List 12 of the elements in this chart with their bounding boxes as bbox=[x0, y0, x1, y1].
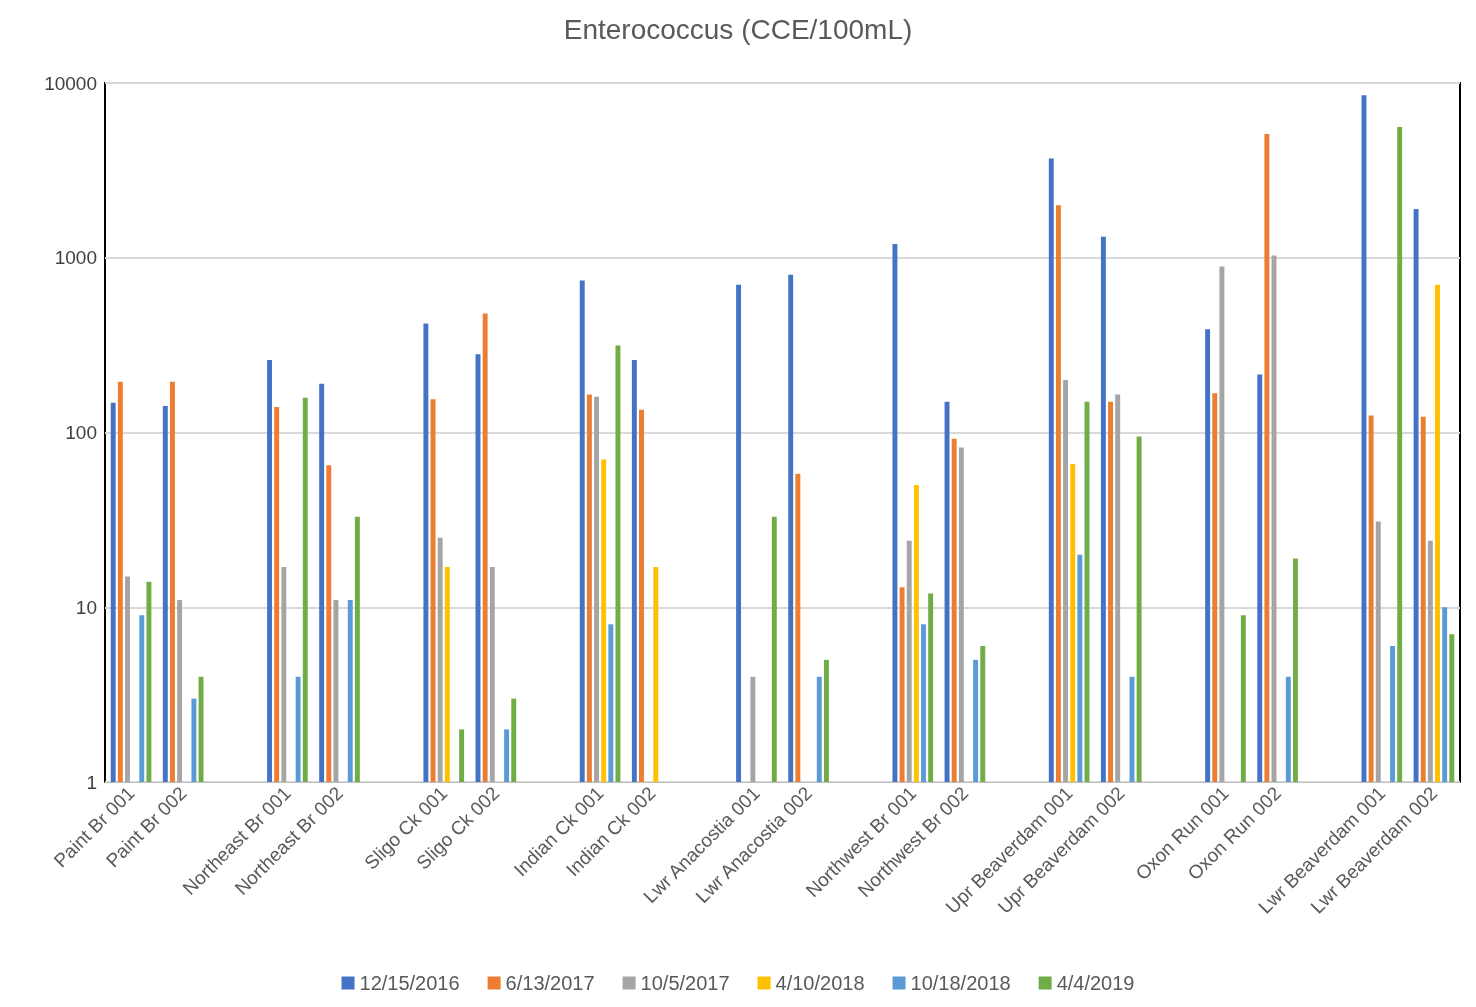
y-tick-label: 10000 bbox=[44, 72, 97, 94]
chart-title: Enterococcus (CCE/100mL) bbox=[563, 13, 913, 45]
y-tick-label: 10 bbox=[75, 596, 97, 618]
y-tick-label: 1000 bbox=[54, 247, 97, 269]
legend-label: 6/13/2017 bbox=[505, 972, 595, 994]
legend-label: 10/18/2018 bbox=[910, 972, 1011, 994]
legend-label: 4/4/2019 bbox=[1056, 972, 1135, 994]
legend-label: 12/15/2016 bbox=[359, 972, 460, 994]
y-tick-label: 100 bbox=[65, 422, 97, 443]
legend-label: 10/5/2017 bbox=[640, 972, 730, 994]
y-tick-label: 1 bbox=[86, 771, 97, 793]
legend-label: 4/10/2018 bbox=[775, 972, 865, 994]
